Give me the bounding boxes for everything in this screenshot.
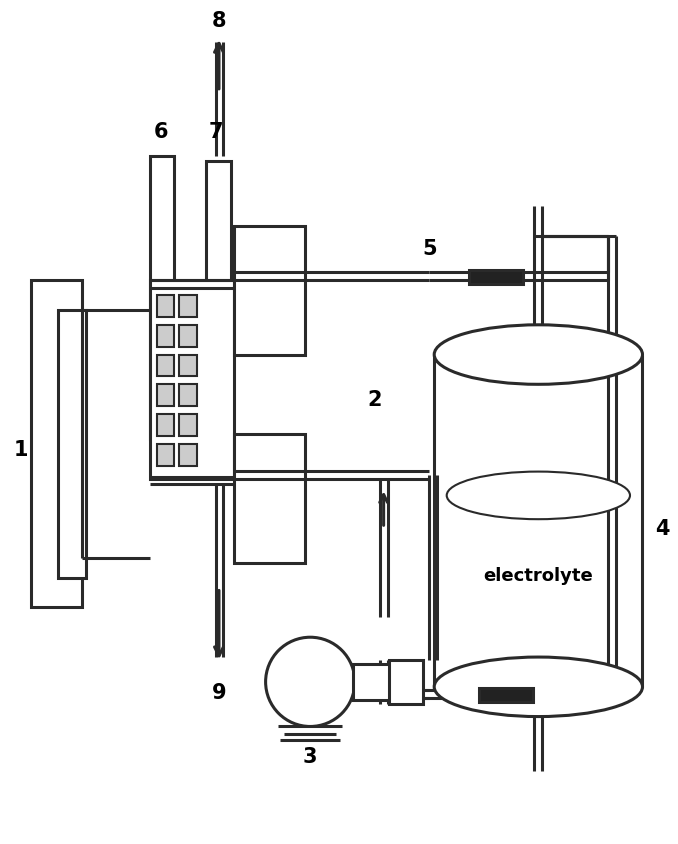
Bar: [157, 444, 174, 466]
Bar: [150, 157, 174, 440]
Text: 8: 8: [212, 11, 226, 31]
Bar: [353, 664, 391, 700]
Bar: [179, 414, 197, 436]
Text: 6: 6: [154, 122, 169, 143]
Bar: [388, 660, 423, 704]
Bar: [157, 326, 174, 347]
Ellipse shape: [434, 657, 643, 717]
Bar: [179, 444, 197, 466]
Bar: [157, 355, 174, 377]
Bar: [469, 271, 523, 284]
Bar: [150, 281, 234, 479]
Bar: [179, 326, 197, 347]
Bar: [179, 385, 197, 407]
Text: 2: 2: [367, 390, 382, 409]
Ellipse shape: [434, 326, 643, 385]
Bar: [179, 355, 197, 377]
Bar: [31, 281, 82, 608]
Bar: [157, 414, 174, 436]
Text: 4: 4: [655, 518, 670, 538]
Text: 5: 5: [422, 239, 437, 259]
Bar: [157, 385, 174, 407]
Text: electrolyte: electrolyte: [483, 566, 593, 584]
Bar: [234, 435, 305, 563]
Ellipse shape: [447, 472, 630, 520]
Text: 7: 7: [209, 122, 223, 143]
Text: 1: 1: [14, 439, 28, 459]
Text: 3: 3: [303, 746, 317, 766]
Bar: [157, 295, 174, 317]
Text: 9: 9: [212, 682, 226, 702]
Bar: [58, 311, 86, 578]
Bar: [179, 295, 197, 317]
Circle shape: [266, 637, 355, 727]
Bar: [206, 162, 231, 430]
Bar: [479, 688, 534, 702]
Bar: [234, 226, 305, 355]
